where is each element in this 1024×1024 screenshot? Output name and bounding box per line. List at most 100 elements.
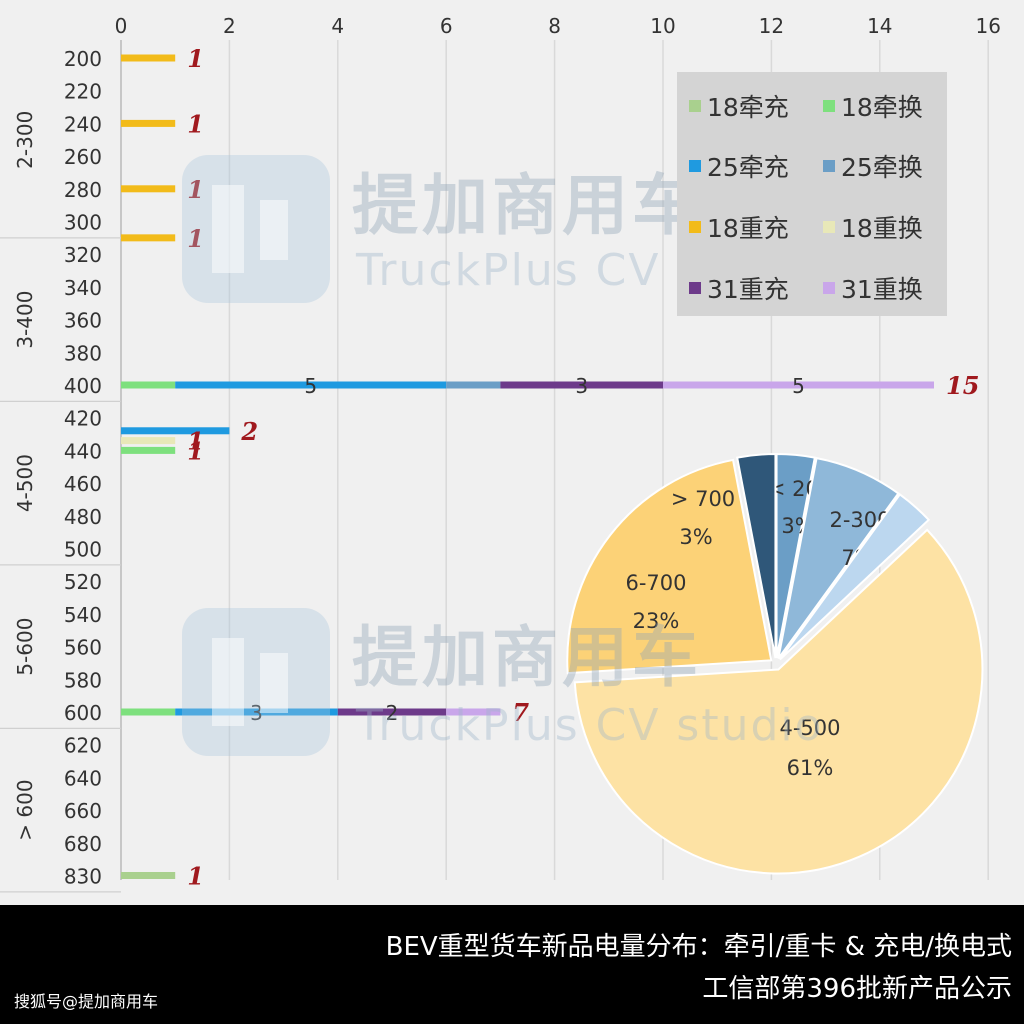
legend-label: 18重充 (707, 214, 789, 243)
bar-segment (121, 427, 230, 435)
y-group-label: 4-500 (13, 454, 37, 512)
pie-slice-percent: 61% (787, 756, 834, 780)
y-tick-label: 660 (64, 799, 102, 823)
bar-total-label: 15 (946, 371, 979, 400)
caption-bar (0, 905, 1024, 1024)
bar-segment (500, 381, 663, 389)
caption-subtitle: 工信部第396批新产品公示 (702, 974, 1012, 1004)
y-tick-label: 260 (64, 145, 102, 169)
legend-swatch (689, 282, 701, 294)
pie-slice-label: > 700 (671, 487, 735, 511)
x-tick-label: 14 (867, 14, 892, 38)
bar-segment (121, 381, 176, 389)
legend-item: 31重充 (689, 270, 789, 306)
bar-segment (121, 234, 176, 242)
pie-slice (779, 493, 931, 661)
legend-swatch (823, 282, 835, 294)
source-credit: 搜狐号@提加商用车 (14, 992, 159, 1011)
legend-swatch (689, 221, 701, 233)
bar-segment (121, 119, 176, 127)
x-tick-label: 16 (975, 14, 1000, 38)
y-tick-label: 540 (64, 603, 102, 627)
y-tick-label: 420 (64, 407, 102, 431)
bar-total-label: 1 (187, 427, 204, 456)
bar-segment (121, 446, 176, 454)
bar-total-label: 1 (187, 109, 204, 138)
segment-label: 3 (575, 374, 588, 398)
y-tick-label: 480 (64, 505, 102, 529)
legend-item: 25牵充 (689, 148, 789, 184)
bar-total-label: 1 (187, 44, 204, 73)
legend-item: 18重换 (823, 209, 923, 245)
x-tick-label: 4 (331, 14, 344, 38)
legend-label: 25牵充 (707, 153, 789, 182)
y-group-label: 5-600 (13, 618, 37, 676)
legend-swatch (823, 160, 835, 172)
x-tick-label: 2 (223, 14, 236, 38)
bar-total-label: 1 (187, 175, 204, 204)
bar-total-label: 2 (240, 417, 258, 446)
legend-item: 25牵换 (823, 148, 923, 184)
bar-total-label: 1 (187, 436, 204, 465)
x-tick-label: 0 (115, 14, 128, 38)
y-tick-label: 320 (64, 243, 102, 267)
y-tick-label: 640 (64, 766, 102, 790)
legend-label: 18牵充 (707, 93, 789, 122)
y-tick-label: 830 (64, 865, 102, 889)
bar-segment (337, 708, 447, 716)
bar-total-label: 7 (512, 698, 529, 727)
legend-swatch (689, 160, 701, 172)
y-tick-label: 600 (64, 701, 102, 725)
pie-slice (775, 453, 816, 659)
x-tick-label: 10 (650, 14, 675, 38)
pie-slice-percent: 23% (633, 609, 680, 633)
legend: 18牵充 18牵换 25牵充 25牵换 18重充 18重换 31重充 31重换 (677, 72, 947, 316)
y-group-label: 2-300 (13, 111, 37, 169)
legend-item: 18重充 (689, 209, 789, 245)
y-tick-label: 560 (64, 636, 102, 660)
legend-label: 18重换 (841, 214, 923, 243)
y-tick-label: 380 (64, 341, 102, 365)
bar-segment (121, 872, 176, 879)
y-tick-label: 440 (64, 439, 102, 463)
legend-label: 18牵换 (841, 93, 923, 122)
bar-segment (446, 708, 501, 716)
legend-label: 25牵换 (841, 153, 923, 182)
segment-label: 5 (304, 374, 317, 398)
y-group-label: > 600 (13, 779, 37, 840)
legend-item: 18牵换 (823, 88, 923, 124)
x-tick-label: 12 (759, 14, 784, 38)
pie-slice-label: 4-500 (779, 716, 840, 740)
pie-slice-percent: 3% (679, 525, 712, 549)
pie-slice-label: 6-700 (625, 571, 686, 595)
bar-total-label: 1 (187, 224, 204, 253)
bar-segment (175, 708, 338, 716)
bar-segment (121, 54, 176, 62)
legend-item: 31重换 (823, 270, 923, 306)
pie-slice (566, 458, 773, 675)
y-group-label: 3-400 (13, 291, 37, 349)
bar-segment (663, 381, 934, 389)
segment-label: 5 (792, 374, 805, 398)
y-tick-label: 500 (64, 538, 102, 562)
legend-label: 31重充 (707, 275, 789, 304)
legend-label: 31重换 (841, 275, 923, 304)
legend-swatch (823, 100, 835, 112)
legend-item: 18牵充 (689, 88, 789, 124)
y-tick-label: 240 (64, 112, 102, 136)
y-tick-label: 280 (64, 178, 102, 202)
caption-title: BEV重型货车新品电量分布：牵引/重卡 & 充电/换电式 (385, 932, 1012, 962)
y-tick-label: 300 (64, 211, 102, 235)
y-tick-label: 400 (64, 374, 102, 398)
y-tick-label: 340 (64, 276, 102, 300)
bar-total-label: 1 (187, 862, 204, 891)
y-tick-label: 360 (64, 309, 102, 333)
bar-segment (121, 437, 176, 445)
segment-label: 3 (250, 701, 263, 725)
y-tick-label: 520 (64, 570, 102, 594)
bar-segment (121, 708, 176, 716)
pie-slice (736, 453, 777, 659)
y-tick-label: 460 (64, 472, 102, 496)
y-tick-label: 580 (64, 668, 102, 692)
legend-swatch (689, 100, 701, 112)
